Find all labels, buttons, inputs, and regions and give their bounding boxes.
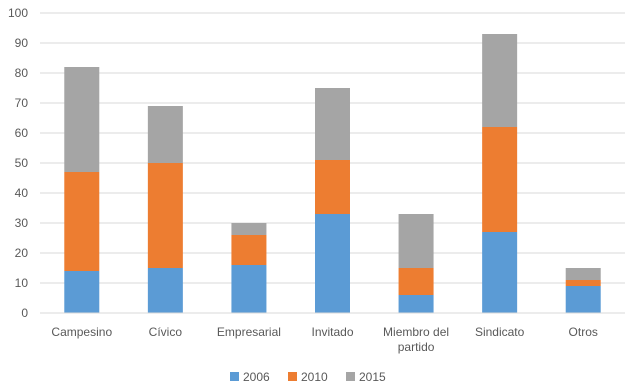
x-tick-label: Invitado [311, 325, 353, 339]
bar-segment-2006 [482, 232, 518, 313]
bar-segment-2010 [482, 127, 518, 232]
bar-segment-2006 [147, 268, 183, 313]
x-axis-ticks: Campesino Cívico Empresarial Invitado Miembr… [51, 325, 597, 354]
bar-segment-2010 [315, 160, 350, 214]
x-tick-label: Cívico [149, 325, 183, 339]
x-tick-label: Sindicato [475, 325, 525, 339]
bar-segment-2006 [231, 265, 267, 313]
y-axis-ticks: 0 10 20 30 40 50 60 70 80 90 100 [8, 6, 28, 320]
bar-segment-2010 [565, 280, 601, 286]
bars [64, 34, 601, 313]
bar-segment-2010 [147, 163, 183, 268]
bar-segment-2006 [64, 271, 100, 313]
y-tick-label: 60 [15, 126, 29, 140]
y-tick-label: 40 [15, 186, 29, 200]
legend-swatch-2010 [288, 372, 297, 381]
x-tick-label: Empresarial [217, 325, 281, 339]
legend-label-2015: 2015 [359, 370, 386, 384]
bar-segment-2006 [315, 214, 350, 313]
legend: 2006 2010 2015 [230, 370, 386, 384]
y-tick-label: 0 [21, 306, 28, 320]
y-tick-label: 100 [8, 6, 28, 20]
y-tick-label: 20 [15, 246, 29, 260]
legend-swatch-2015 [346, 372, 355, 381]
y-tick-label: 90 [15, 36, 29, 50]
x-tick-label: Miembro del partido [383, 325, 449, 354]
bar-segment-2015 [315, 88, 350, 160]
bar-segment-2015 [398, 214, 434, 268]
bar-segment-2010 [231, 235, 267, 265]
bar-segment-2015 [64, 67, 100, 172]
bar-segment-2010 [64, 172, 100, 271]
legend-swatch-2006 [230, 372, 239, 381]
bar-segment-2015 [147, 106, 183, 163]
y-tick-label: 50 [15, 156, 29, 170]
legend-label-2006: 2006 [243, 370, 270, 384]
bar-segment-2015 [565, 268, 601, 280]
x-tick-label: Campesino [51, 325, 112, 339]
y-tick-label: 70 [15, 96, 29, 110]
x-tick-label: Otros [569, 325, 598, 339]
bar-segment-2010 [398, 268, 434, 295]
bar-segment-2015 [231, 223, 267, 235]
bar-segment-2006 [565, 286, 601, 313]
y-tick-label: 30 [15, 216, 29, 230]
y-tick-label: 10 [15, 276, 29, 290]
bar-segment-2006 [398, 295, 434, 313]
legend-label-2010: 2010 [301, 370, 328, 384]
bar-segment-2015 [482, 34, 518, 127]
y-tick-label: 80 [15, 66, 29, 80]
